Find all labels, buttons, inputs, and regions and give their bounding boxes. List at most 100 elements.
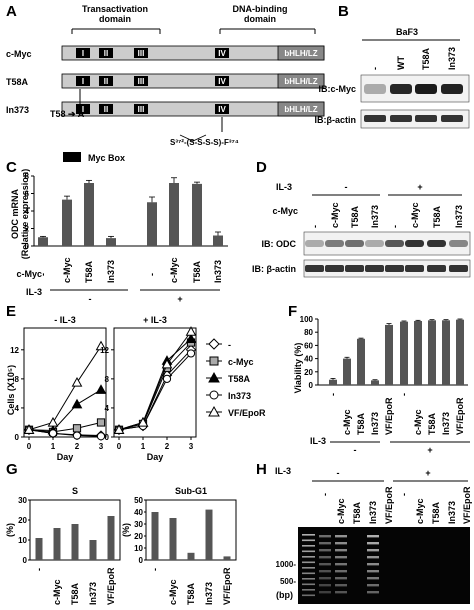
myc-box <box>76 48 90 58</box>
marker-triangle-open <box>137 416 149 427</box>
x-tick-label: 1 <box>51 442 56 451</box>
bar <box>35 538 43 560</box>
lane-label: T58A <box>350 205 360 228</box>
y-tick-label: 6 <box>25 190 30 199</box>
plot-frame <box>145 499 237 561</box>
panel-b-bands <box>364 84 463 122</box>
subplot-title: Sub-G1 <box>175 486 207 496</box>
myc-box-legend-swatch <box>63 152 81 162</box>
ladder-band <box>302 550 315 553</box>
ladder-band <box>302 583 315 586</box>
row-label-actin: IB: β-actin <box>252 264 296 274</box>
legend-label: - <box>228 340 231 350</box>
cmyc-band <box>441 84 463 94</box>
dna-fragment-band <box>335 549 347 552</box>
ladder-band <box>302 578 315 580</box>
bar <box>151 512 159 560</box>
lane-label: VF/EpoR <box>384 486 394 524</box>
y-tick-label: 0 <box>105 433 110 442</box>
lane-label: - <box>370 67 380 70</box>
category-label: c-Myc <box>169 257 179 283</box>
dna-fragment-band <box>367 591 379 594</box>
y-tick-label: 80 <box>304 328 313 337</box>
actin-band <box>441 115 463 122</box>
myc-box <box>76 104 90 114</box>
actin-band <box>305 265 324 272</box>
bar <box>169 518 177 560</box>
legend-label: VF/EpoR <box>228 408 266 418</box>
series-line <box>118 349 192 431</box>
marker-circle <box>48 429 58 438</box>
subplot-title: + IL-3 <box>143 315 167 325</box>
bar <box>187 552 195 560</box>
actin-band <box>365 265 384 272</box>
legend-label: In373 <box>228 391 251 401</box>
dna-fragment-band <box>367 577 379 580</box>
y-tick-label: 0 <box>309 381 314 390</box>
lane-label: - <box>310 225 320 228</box>
myc-box <box>215 48 229 58</box>
y-tick-label: 12 <box>100 346 109 355</box>
bar <box>38 237 48 246</box>
series-line <box>28 421 102 433</box>
myc-box-label: I <box>82 77 84 86</box>
odc-band <box>449 240 468 247</box>
series-line <box>118 342 192 431</box>
odc-band <box>345 240 364 247</box>
dna-ladder-gel <box>298 527 470 604</box>
bar <box>400 321 408 385</box>
lane-label: In373 <box>368 501 378 524</box>
dna-fragment-band <box>319 563 331 566</box>
bar <box>205 509 213 560</box>
plot-frame <box>23 327 107 438</box>
bar <box>357 338 365 385</box>
dna-fragment-band <box>367 549 379 552</box>
panel-h-gel-bands <box>302 534 379 597</box>
odc-band <box>365 240 384 247</box>
panel-a: A Transactivation domain DNA-binding domai… <box>6 3 325 163</box>
myc-box-label: IV <box>218 49 226 58</box>
category-label: T58A <box>84 260 94 283</box>
bp-unit: (bp) <box>276 590 293 600</box>
y-tick-label: 8 <box>25 172 30 181</box>
myc-box-label: II <box>104 49 108 58</box>
marker-circle <box>186 349 196 358</box>
bar <box>213 235 223 246</box>
category-label: - <box>328 393 338 396</box>
lane-label: c-Myc <box>336 498 346 524</box>
ladder-band <box>302 567 315 569</box>
category-label: c-Myc <box>52 579 62 605</box>
marker-triangle-open <box>95 340 107 351</box>
bar <box>53 528 61 560</box>
ladder-band <box>302 589 315 591</box>
marker-triangle-filled <box>71 398 83 409</box>
actin-band <box>449 265 468 272</box>
lane-label: T58A <box>352 501 362 524</box>
il3-label: IL-3 <box>276 182 292 192</box>
panel-c-ylabel: ODC mRNA(Relative expression) <box>10 169 30 260</box>
y-tick-label: 60 <box>304 341 313 350</box>
dna-fragment-band <box>319 549 331 552</box>
y-tick-label: 20 <box>18 516 27 525</box>
myc-box-label: I <box>82 105 84 114</box>
bar <box>89 540 97 560</box>
lane-label: In373 <box>454 205 464 228</box>
myc-box <box>134 104 148 114</box>
marker-square <box>96 418 106 427</box>
actin-band <box>345 265 364 272</box>
category-label: c-Myc <box>168 579 178 605</box>
dna-fragment-band <box>335 542 347 545</box>
myc-box-label: IV <box>218 105 226 114</box>
bar <box>385 324 393 385</box>
marker-triangle-filled <box>95 384 107 394</box>
myc-box-legend-label: Myc Box <box>88 153 125 163</box>
category-label: T58A <box>186 582 196 605</box>
myc-box <box>76 76 90 86</box>
category-label: In373 <box>88 582 98 605</box>
marker-triangle-open <box>185 326 197 336</box>
marker-square <box>72 424 82 433</box>
bhlh-label: bHLH/LZ <box>284 77 317 86</box>
panel-e-legend: - c-Myc T58A In373 VF/EpoR <box>206 338 266 418</box>
dna-fragment-band <box>367 556 379 559</box>
